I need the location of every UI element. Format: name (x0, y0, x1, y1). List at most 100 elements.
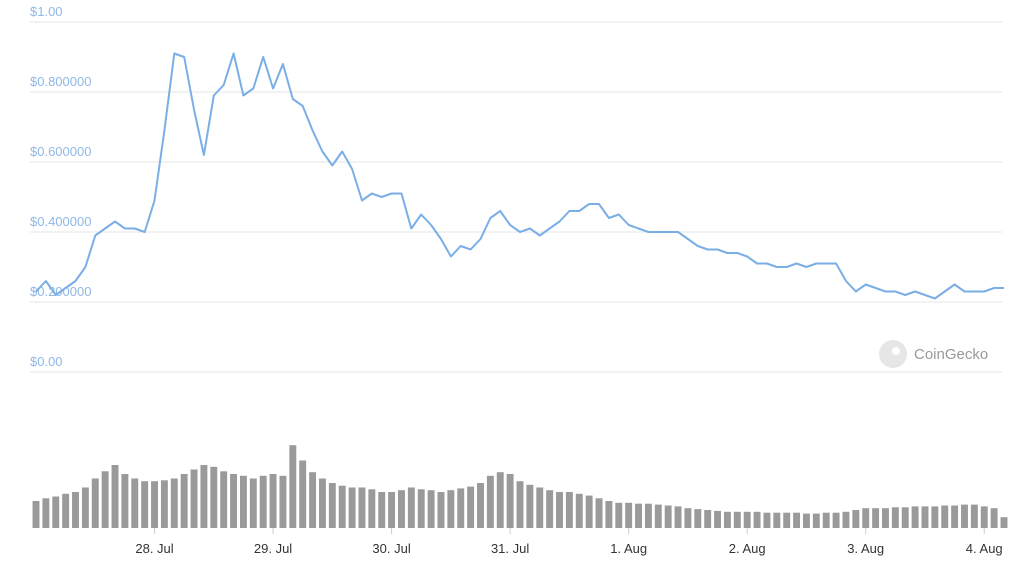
volume-bar (447, 490, 455, 528)
volume-bar (467, 486, 475, 528)
volume-bar (81, 487, 89, 528)
volume-bar (210, 466, 218, 528)
volume-bar (615, 502, 623, 528)
volume-bar (506, 474, 514, 528)
x-tick-label: 31. Jul (491, 541, 529, 556)
watermark-logo-eye (892, 347, 900, 355)
volume-bar (457, 488, 465, 528)
volume-bar (970, 504, 978, 528)
volume-bar (111, 465, 119, 528)
volume-bar (239, 475, 247, 528)
volume-bar (882, 508, 889, 528)
volume-bar (753, 511, 761, 528)
x-tick-label: 29. Jul (254, 541, 292, 556)
x-tick-label: 3. Aug (847, 541, 884, 556)
volume-bar (625, 502, 633, 528)
volume-bar (437, 492, 445, 528)
volume-bar (664, 505, 672, 528)
volume-bar (200, 465, 208, 528)
volume-bar (793, 512, 801, 528)
volume-bar (180, 474, 188, 528)
volume-bar (635, 503, 642, 528)
volume-bar (733, 511, 741, 528)
volume-bar (220, 471, 228, 528)
volume-bar (822, 512, 830, 528)
price-line (35, 52, 1004, 300)
volume-bar (654, 504, 662, 528)
volume-bar (318, 478, 326, 528)
volume-bar (862, 508, 870, 528)
x-tick-label: 2. Aug (729, 541, 766, 556)
volume-bar (783, 512, 791, 528)
volume-bar (595, 498, 603, 528)
volume-bar (299, 460, 307, 528)
volume-bar (644, 503, 652, 528)
volume-bar (832, 512, 840, 528)
volume-bar (279, 475, 287, 528)
volume-bar (338, 485, 346, 528)
volume-bar (990, 508, 998, 528)
volume-bar (309, 472, 317, 528)
volume-bar (546, 490, 554, 528)
volume-bar (704, 510, 712, 528)
volume-bar (980, 506, 988, 528)
volume-bar (368, 489, 376, 528)
volume-bar (842, 511, 850, 528)
volume-bar (575, 493, 583, 528)
volume-bar (763, 512, 771, 528)
volume-bar (486, 475, 494, 528)
volume-bar (348, 487, 356, 528)
volume-bar (151, 481, 158, 528)
x-tick-label: 30. Jul (372, 541, 410, 556)
volume-bar (398, 490, 405, 528)
volume-bar (427, 490, 435, 528)
volume-bar (141, 481, 149, 528)
volume-bar (921, 506, 929, 528)
volume-bar (62, 493, 70, 528)
volume-bar (407, 487, 415, 528)
volume-bar (91, 478, 99, 528)
volume-bar (516, 481, 524, 528)
volume-bar (714, 510, 722, 528)
volume-bar (378, 492, 386, 528)
volume-bar (131, 478, 139, 528)
x-tick-label: 1. Aug (610, 541, 647, 556)
volume-bar (358, 487, 366, 528)
volume-bar (52, 496, 60, 528)
volume-bar (773, 512, 781, 528)
volume-bar (931, 506, 939, 528)
volume-bar (32, 501, 40, 528)
watermark-text: CoinGecko (914, 346, 988, 363)
volume-bar (684, 508, 692, 528)
volume-bar (565, 492, 573, 528)
volume-bar (1000, 517, 1008, 528)
volume-bar (230, 474, 238, 528)
volume-bar (951, 505, 959, 528)
volume-bar (170, 478, 178, 528)
x-tick-label: 4. Aug (966, 541, 1003, 556)
volume-bar (328, 483, 336, 528)
y-tick-label: $0.600000 (30, 144, 91, 159)
volume-bar (417, 489, 425, 528)
volume-bar (743, 511, 751, 528)
volume-bar (101, 471, 109, 528)
volume-bar (496, 472, 504, 528)
volume-bar (388, 492, 396, 528)
volume-bar (901, 507, 909, 528)
y-tick-label: $0.00 (30, 354, 63, 369)
watermark: CoinGecko (879, 340, 988, 368)
volume-bar (802, 513, 810, 528)
volume-bar (674, 506, 682, 528)
volume-bar (526, 484, 534, 528)
volume-bar (556, 492, 563, 528)
volume-bar (891, 507, 899, 528)
x-tick-label: 28. Jul (135, 541, 173, 556)
volume-bar (694, 509, 702, 528)
y-tick-label: $1.00 (30, 4, 63, 19)
volume-bar (160, 480, 168, 528)
y-tick-label: $0.400000 (30, 214, 91, 229)
volume-bar (269, 474, 277, 528)
volume-bar (872, 508, 880, 528)
volume-bar (121, 474, 129, 528)
